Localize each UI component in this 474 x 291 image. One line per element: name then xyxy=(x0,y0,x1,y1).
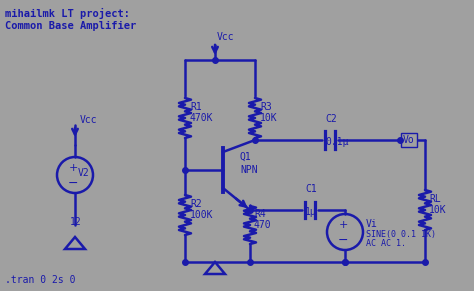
Text: 100K: 100K xyxy=(190,210,213,220)
Text: Vcc: Vcc xyxy=(217,32,235,42)
Text: 470K: 470K xyxy=(190,113,213,123)
Text: 470: 470 xyxy=(254,220,272,230)
Text: R4: R4 xyxy=(254,209,266,219)
Text: −: − xyxy=(68,177,78,189)
Text: 1μ: 1μ xyxy=(305,207,317,217)
Text: +: + xyxy=(68,163,78,173)
Text: SINE(0 0.1 1K): SINE(0 0.1 1K) xyxy=(366,230,436,239)
Text: +: + xyxy=(338,220,348,230)
Text: R2: R2 xyxy=(190,199,202,209)
Text: Vcc: Vcc xyxy=(80,115,98,125)
Text: mihailmk LT project:
Common Base Amplifier: mihailmk LT project: Common Base Amplifi… xyxy=(5,8,136,31)
Text: RL: RL xyxy=(429,194,441,204)
Text: 10K: 10K xyxy=(260,113,278,123)
Text: −: − xyxy=(338,233,348,246)
Text: 10K: 10K xyxy=(429,205,447,215)
Text: NPN: NPN xyxy=(240,165,258,175)
Text: Vi: Vi xyxy=(366,219,378,229)
Text: V2: V2 xyxy=(78,168,90,178)
Text: AC AC 1.: AC AC 1. xyxy=(366,239,406,248)
Text: Vo: Vo xyxy=(403,135,415,145)
Text: C2: C2 xyxy=(325,114,337,124)
Text: R3: R3 xyxy=(260,102,272,112)
Text: 0.1μ: 0.1μ xyxy=(325,137,348,147)
Text: 12: 12 xyxy=(70,217,82,227)
Text: Q1: Q1 xyxy=(240,152,252,162)
Text: .tran 0 2s 0: .tran 0 2s 0 xyxy=(5,275,75,285)
Text: C1: C1 xyxy=(305,184,317,194)
Text: R1: R1 xyxy=(190,102,202,112)
